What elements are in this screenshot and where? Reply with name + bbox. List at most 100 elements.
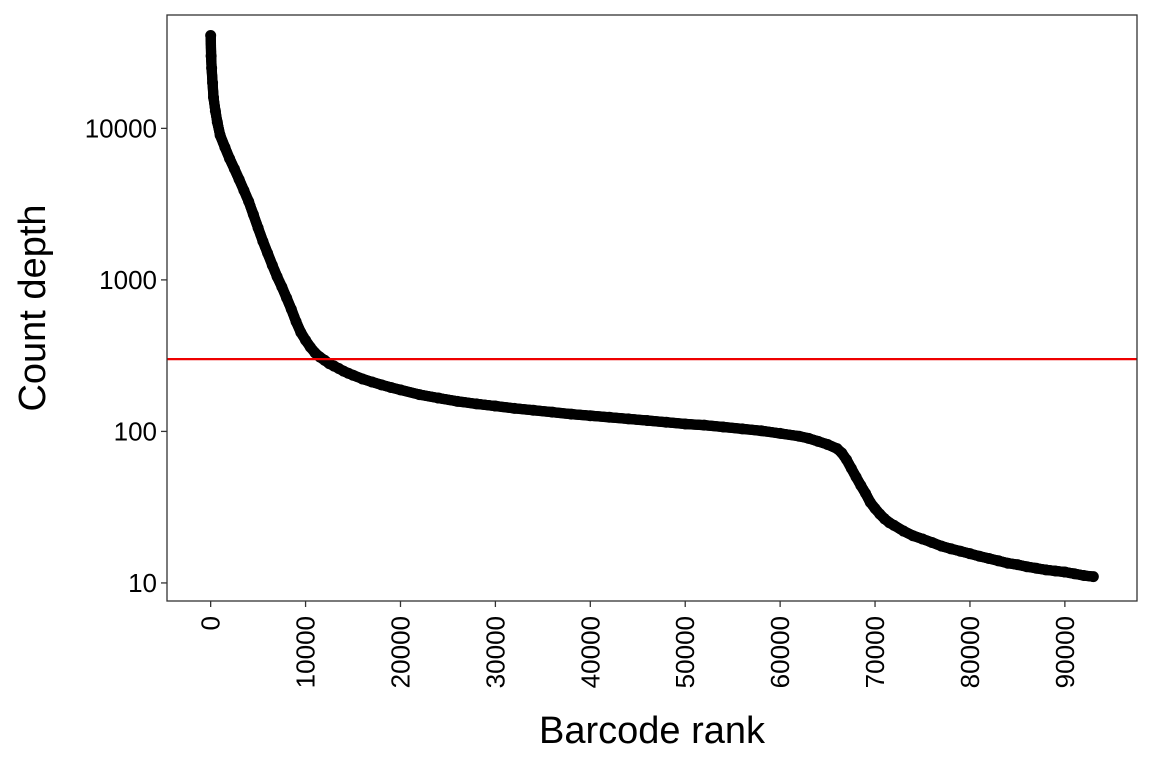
x-tick-label: 90000 [1050, 616, 1080, 688]
data-point [451, 395, 463, 407]
plot-panel-border [166, 14, 1138, 602]
data-point [1011, 559, 1023, 571]
data-point [228, 163, 240, 175]
x-axis: 0 10000 20000 30000 40000 50000 60000 70000 8000… [196, 601, 1080, 688]
data-point [252, 222, 264, 234]
x-tick-label: 60000 [765, 616, 795, 688]
data-point [845, 462, 857, 474]
data-point [290, 316, 302, 328]
data-point [208, 91, 220, 103]
x-tick-label: 40000 [575, 616, 605, 688]
data-point [793, 430, 805, 442]
data-point [385, 381, 397, 393]
data-point [1068, 568, 1080, 580]
data-point [698, 419, 710, 431]
data-point [841, 454, 853, 466]
data-point [271, 271, 283, 283]
data-point [888, 519, 900, 531]
data-point [774, 427, 786, 439]
data-point [907, 530, 919, 542]
data-point [926, 536, 938, 548]
y-tick-label: 1000 [99, 265, 157, 295]
data-point [641, 415, 653, 427]
data-point [855, 479, 867, 491]
data-point [489, 400, 501, 412]
data-point [898, 525, 910, 537]
data-point [281, 292, 293, 304]
data-point [1078, 569, 1090, 581]
data-point [205, 50, 217, 62]
data-point [964, 548, 976, 560]
data-point [432, 392, 444, 404]
x-tick-label: 0 [196, 616, 226, 630]
data-point [207, 77, 219, 89]
data-point [1021, 561, 1033, 573]
data-point [233, 173, 245, 185]
data-point [983, 552, 995, 564]
data-point [850, 471, 862, 483]
data-point [860, 487, 872, 499]
x-tick-label: 70000 [860, 616, 890, 688]
data-point [209, 105, 221, 117]
y-tick-label: 10000 [85, 113, 157, 143]
data-point [413, 389, 425, 401]
data-point [508, 402, 520, 414]
x-tick-label: 20000 [385, 616, 415, 688]
data-point [205, 30, 217, 42]
x-axis-title: Barcode rank [539, 710, 766, 752]
data-point [1049, 565, 1061, 577]
data-point [584, 410, 596, 422]
series-points [205, 30, 1099, 583]
data-point [211, 116, 223, 128]
data-point [973, 550, 985, 562]
data-point [1087, 571, 1099, 583]
x-tick-label: 80000 [955, 616, 985, 688]
data-point [935, 540, 947, 552]
data-point [992, 555, 1004, 567]
data-point [1002, 557, 1014, 569]
data-point [206, 62, 218, 74]
data-point [546, 406, 558, 418]
data-point [262, 247, 274, 259]
data-point [660, 416, 672, 428]
y-axis: 10 100 1000 10000 [85, 113, 167, 598]
data-point [1040, 564, 1052, 576]
data-point [527, 404, 539, 416]
data-point [945, 543, 957, 555]
data-point [736, 423, 748, 435]
data-point [679, 418, 691, 430]
x-tick-label: 50000 [670, 616, 700, 688]
data-point [219, 141, 231, 153]
y-tick-label: 100 [114, 416, 157, 446]
data-point [803, 432, 815, 444]
data-point [224, 153, 236, 165]
data-point [954, 545, 966, 557]
data-point [755, 425, 767, 437]
data-point [257, 235, 269, 247]
data-point [214, 129, 226, 141]
data-point [266, 259, 278, 271]
data-point [357, 373, 369, 385]
data-point [247, 209, 259, 221]
data-point [917, 533, 928, 545]
data-point [376, 379, 387, 391]
data-point [822, 438, 834, 450]
data-point [238, 184, 250, 196]
data-points [205, 30, 1099, 583]
data-point [1030, 562, 1042, 574]
data-point [812, 435, 824, 447]
y-tick-label: 10 [128, 568, 157, 598]
data-point [276, 281, 288, 293]
x-tick-label: 10000 [291, 616, 321, 688]
x-tick-label: 30000 [480, 616, 510, 688]
data-point [470, 398, 482, 410]
data-point [603, 411, 615, 423]
data-point [565, 408, 577, 420]
data-point [366, 376, 378, 388]
data-point [622, 413, 634, 425]
data-point [243, 195, 255, 207]
data-point [347, 369, 359, 381]
data-point [394, 384, 406, 396]
